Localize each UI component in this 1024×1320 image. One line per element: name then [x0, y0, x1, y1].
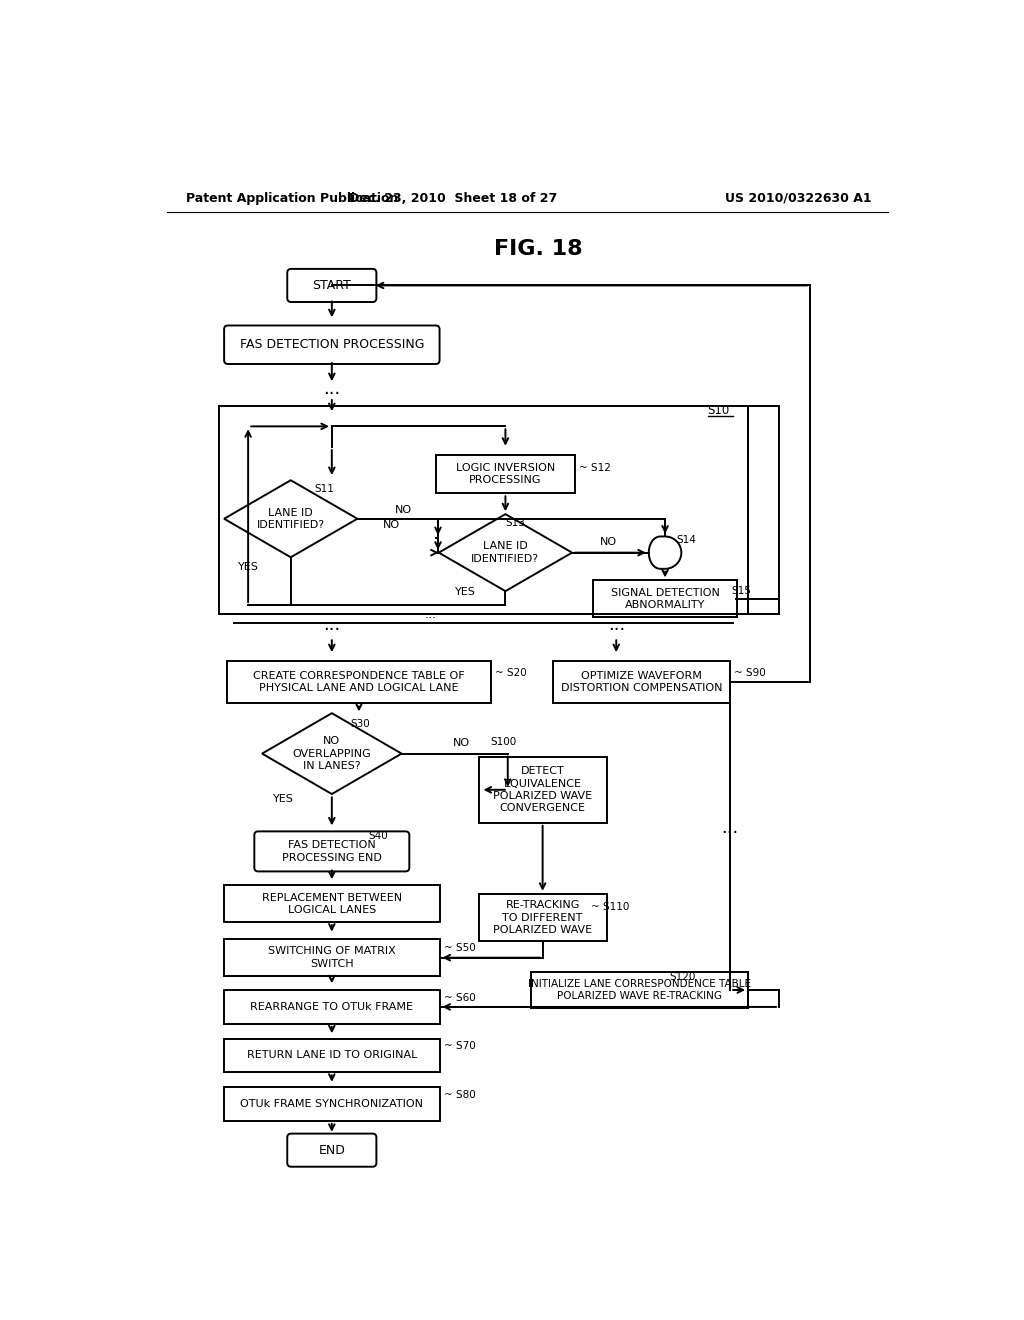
FancyBboxPatch shape — [288, 1134, 377, 1167]
Bar — [219, 407, 748, 614]
Bar — [478, 894, 606, 941]
Bar — [554, 661, 730, 704]
Text: ~ S70: ~ S70 — [444, 1041, 476, 1051]
Text: LOGIC INVERSION
PROCESSING: LOGIC INVERSION PROCESSING — [456, 463, 555, 486]
Text: RE-TRACKING
TO DIFFERENT
POLARIZED WAVE: RE-TRACKING TO DIFFERENT POLARIZED WAVE — [494, 900, 592, 935]
Text: ~ S20: ~ S20 — [495, 668, 526, 677]
Bar — [224, 990, 439, 1024]
Text: S120: S120 — [669, 972, 695, 982]
Text: ...: ... — [324, 616, 340, 634]
Bar — [435, 455, 575, 494]
Text: ~ S12: ~ S12 — [579, 463, 611, 473]
Bar — [748, 407, 779, 614]
Text: NO
OVERLAPPING
IN LANES?: NO OVERLAPPING IN LANES? — [293, 737, 372, 771]
Text: S15: S15 — [732, 586, 752, 597]
Text: ~ S80: ~ S80 — [444, 1090, 476, 1100]
Polygon shape — [224, 480, 357, 557]
Polygon shape — [438, 515, 572, 591]
Text: NO: NO — [394, 504, 412, 515]
Text: OPTIMIZE WAVEFORM
DISTORTION COMPENSATION: OPTIMIZE WAVEFORM DISTORTION COMPENSATIO… — [561, 671, 723, 693]
Text: YES: YES — [272, 795, 294, 804]
Text: S40: S40 — [369, 832, 388, 841]
Text: Patent Application Publication: Patent Application Publication — [186, 191, 398, 205]
Text: YES: YES — [456, 587, 476, 597]
Text: REPLACEMENT BETWEEN
LOGICAL LANES: REPLACEMENT BETWEEN LOGICAL LANES — [262, 892, 401, 915]
Text: ···: ··· — [424, 612, 436, 626]
Bar — [478, 758, 606, 822]
Bar — [224, 1088, 439, 1121]
Bar — [224, 940, 439, 975]
Bar — [227, 661, 490, 704]
Text: FAS DETECTION
PROCESSING END: FAS DETECTION PROCESSING END — [282, 841, 382, 862]
Text: REARRANGE TO OTUk FRAME: REARRANGE TO OTUk FRAME — [250, 1002, 414, 1012]
Text: ~ S110: ~ S110 — [591, 902, 629, 912]
FancyBboxPatch shape — [224, 326, 439, 364]
Text: S13: S13 — [506, 517, 525, 528]
Text: CREATE CORRESPONDENCE TABLE OF
PHYSICAL LANE AND LOGICAL LANE: CREATE CORRESPONDENCE TABLE OF PHYSICAL … — [253, 671, 465, 693]
Text: ...: ... — [324, 380, 340, 399]
Text: RETURN LANE ID TO ORIGINAL: RETURN LANE ID TO ORIGINAL — [247, 1051, 417, 1060]
Text: FIG. 18: FIG. 18 — [495, 239, 583, 259]
Text: LANE ID
IDENTIFIED?: LANE ID IDENTIFIED? — [257, 508, 325, 529]
Text: SIGNAL DETECTION
ABNORMALITY: SIGNAL DETECTION ABNORMALITY — [610, 587, 720, 610]
FancyBboxPatch shape — [288, 269, 377, 302]
Text: LANE ID
IDENTIFIED?: LANE ID IDENTIFIED? — [471, 541, 540, 564]
Bar — [593, 581, 736, 618]
Bar — [224, 886, 439, 923]
Text: OTUk FRAME SYNCHRONIZATION: OTUk FRAME SYNCHRONIZATION — [241, 1100, 423, 1109]
Text: INITIALIZE LANE CORRESPONDENCE TABLE
POLARIZED WAVE RE-TRACKING: INITIALIZE LANE CORRESPONDENCE TABLE POL… — [528, 979, 751, 1001]
Text: NO: NO — [453, 738, 470, 748]
Bar — [224, 1039, 439, 1072]
Text: ...: ... — [722, 820, 738, 837]
Polygon shape — [649, 536, 681, 569]
Text: NO: NO — [600, 537, 617, 546]
Polygon shape — [262, 713, 401, 795]
Text: SWITCHING OF MATRIX
SWITCH: SWITCHING OF MATRIX SWITCH — [268, 946, 395, 969]
Text: S30: S30 — [350, 719, 371, 730]
Text: ~ S50: ~ S50 — [444, 944, 476, 953]
Text: START: START — [312, 279, 351, 292]
Text: ...: ... — [607, 616, 625, 634]
Text: Dec. 23, 2010  Sheet 18 of 27: Dec. 23, 2010 Sheet 18 of 27 — [349, 191, 558, 205]
Text: DETECT
EQUIVALENCE
POLARIZED WAVE
CONVERGENCE: DETECT EQUIVALENCE POLARIZED WAVE CONVER… — [494, 766, 592, 813]
Text: S10: S10 — [708, 404, 730, 417]
Text: END: END — [318, 1143, 345, 1156]
Bar — [531, 972, 748, 1008]
Text: ~ S60: ~ S60 — [444, 993, 476, 1003]
Text: S11: S11 — [314, 484, 334, 495]
Text: NO: NO — [383, 520, 400, 529]
FancyBboxPatch shape — [254, 832, 410, 871]
Text: S14: S14 — [676, 535, 696, 545]
Text: FAS DETECTION PROCESSING: FAS DETECTION PROCESSING — [240, 338, 424, 351]
Text: ~ S90: ~ S90 — [734, 668, 766, 677]
Text: YES: YES — [238, 561, 259, 572]
Text: US 2010/0322630 A1: US 2010/0322630 A1 — [725, 191, 872, 205]
Text: S100: S100 — [490, 737, 517, 747]
